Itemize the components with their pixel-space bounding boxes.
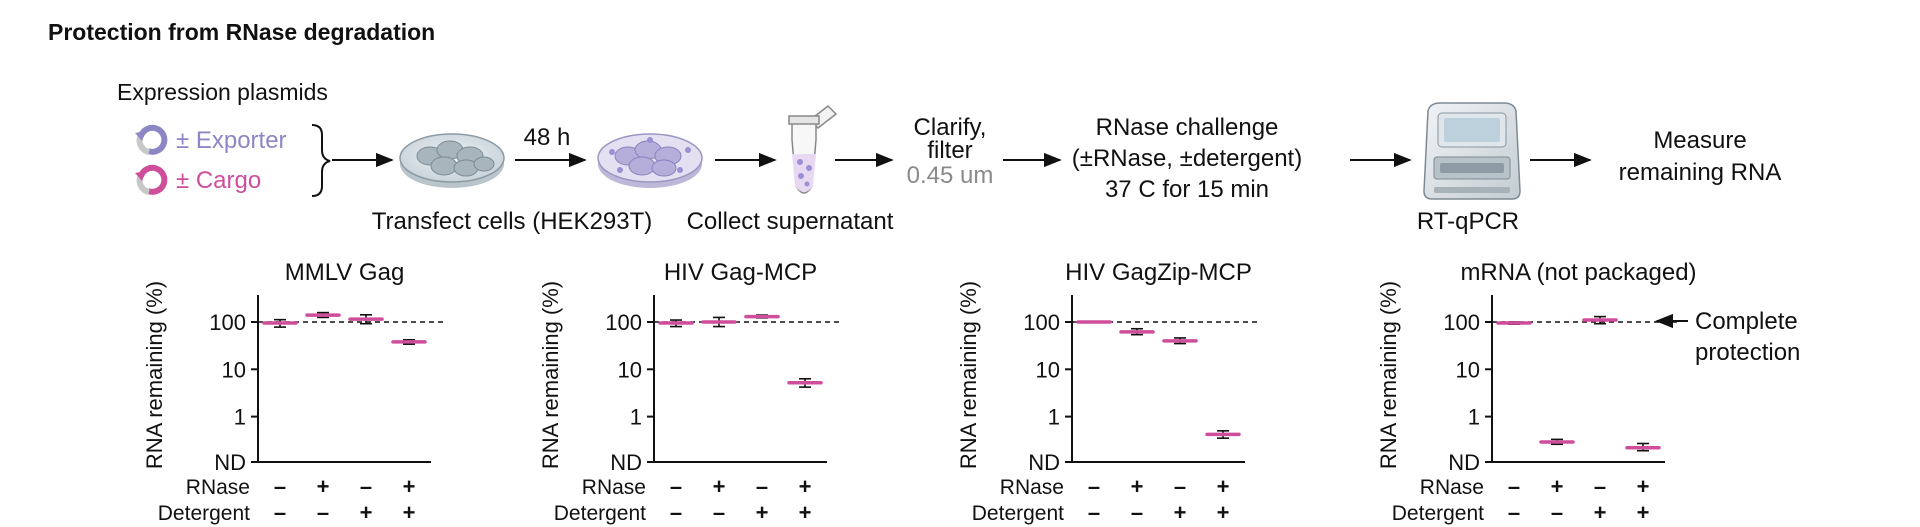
microcentrifuge-tube-icon: [788, 105, 838, 194]
chart-panel: mRNA (not packaged) RNA remaining (%) 100 1…: [1376, 259, 1697, 525]
y-axis-label: RNA remaining (%): [142, 281, 167, 469]
rnase-sign: –: [360, 474, 372, 499]
condition-row-label: RNase: [186, 476, 250, 499]
rnase-sign: +: [1551, 474, 1564, 499]
complete-protection-annotation: Complete protection: [1655, 308, 1800, 366]
plasmids-header: Expression plasmids: [117, 79, 328, 105]
detergent-sign: –: [1551, 500, 1563, 525]
transfect-caption: Transfect cells (HEK293T): [372, 208, 653, 235]
circular-arrow-icon: [135, 164, 168, 195]
y-tick-label: 1: [234, 405, 246, 430]
time-label: 48 h: [524, 124, 571, 151]
detergent-sign: –: [1131, 500, 1143, 525]
rnase-sign: +: [317, 474, 330, 499]
challenge-line1: RNase challenge: [1096, 114, 1279, 141]
detergent-sign: –: [670, 500, 682, 525]
y-tick-label: ND: [1448, 450, 1480, 475]
y-tick-label: 10: [618, 357, 642, 382]
condition-row-label: RNase: [1000, 476, 1064, 499]
detergent-sign: –: [274, 500, 286, 525]
challenge-line3: 37 C for 15 min: [1105, 176, 1269, 203]
y-tick-label: ND: [1028, 450, 1060, 475]
rnase-sign: –: [1174, 474, 1186, 499]
collect-caption: Collect supernatant: [687, 208, 894, 235]
annotation-line2: protection: [1695, 339, 1800, 366]
y-axis-label: RNA remaining (%): [956, 281, 981, 469]
y-tick-label: 10: [1456, 357, 1480, 382]
workflow: Expression plasmids ± Exporter ± Cargo: [117, 79, 1781, 235]
y-tick-label: ND: [610, 450, 642, 475]
detergent-sign: +: [799, 500, 812, 525]
petri-dish-icon: [597, 133, 703, 188]
y-tick-label: 1: [1468, 405, 1480, 430]
detergent-sign: +: [360, 500, 373, 525]
condition-row-label: RNase: [1420, 476, 1484, 499]
brace: [311, 124, 331, 197]
chart-panel: HIV GagZip-MCP RNA remaining (%) 100 10 1 NDR…: [956, 259, 1259, 525]
y-tick-label: 100: [1443, 310, 1480, 335]
clarify-line2: filter: [927, 137, 972, 164]
rnase-sign: –: [274, 474, 286, 499]
exporter-label: ± Exporter: [176, 127, 287, 154]
detergent-sign: +: [756, 500, 769, 525]
measure-line1: Measure: [1653, 127, 1746, 154]
detergent-sign: +: [1174, 500, 1187, 525]
y-tick-label: 1: [1048, 405, 1060, 430]
y-tick-label: 100: [209, 310, 246, 335]
detergent-sign: –: [713, 500, 725, 525]
clarify-line1: Clarify,: [914, 114, 987, 141]
rnase-sign: +: [1217, 474, 1230, 499]
rnase-sign: +: [1131, 474, 1144, 499]
challenge-line2: (±RNase, ±detergent): [1072, 145, 1302, 172]
condition-row-label: RNase: [582, 476, 646, 499]
rnase-sign: +: [1637, 474, 1650, 499]
detergent-sign: +: [1637, 500, 1650, 525]
y-axis-label: RNA remaining (%): [1376, 281, 1401, 469]
condition-row-label: Detergent: [972, 502, 1064, 525]
rnase-sign: +: [799, 474, 812, 499]
detergent-sign: +: [1217, 500, 1230, 525]
condition-row-label: Detergent: [158, 502, 250, 525]
condition-row-label: Detergent: [554, 502, 646, 525]
measure-line2: remaining RNA: [1619, 159, 1782, 186]
rnase-sign: +: [403, 474, 416, 499]
rnase-sign: –: [1088, 474, 1100, 499]
rnase-sign: –: [756, 474, 768, 499]
rnase-sign: –: [670, 474, 682, 499]
rnase-sign: –: [1508, 474, 1520, 499]
rnase-sign: –: [1594, 474, 1606, 499]
cargo-label: ± Cargo: [176, 167, 261, 194]
detergent-sign: –: [1088, 500, 1100, 525]
y-tick-label: 1: [630, 405, 642, 430]
annotation-line1: Complete: [1695, 308, 1798, 335]
chart-title: mRNA (not packaged): [1460, 259, 1696, 286]
chart-panel: HIV Gag-MCP RNA remaining (%) 100 10 1 NDRNas…: [538, 259, 841, 525]
condition-row-label: Detergent: [1392, 502, 1484, 525]
y-tick-label: 10: [1036, 357, 1060, 382]
detergent-sign: +: [1594, 500, 1607, 525]
detergent-sign: +: [403, 500, 416, 525]
qpcr-instrument-icon: [1423, 102, 1521, 200]
y-tick-label: 100: [1023, 310, 1060, 335]
circular-arrow-icon: [135, 124, 168, 155]
figure-title: Protection from RNase degradation: [48, 19, 435, 45]
detergent-sign: –: [317, 500, 329, 525]
chart-title: HIV Gag-MCP: [664, 259, 817, 286]
chart-title: MMLV Gag: [285, 259, 405, 286]
y-tick-label: 100: [605, 310, 642, 335]
petri-dish-icon: [399, 133, 505, 188]
detergent-sign: –: [1508, 500, 1520, 525]
clarify-line3: 0.45 um: [907, 162, 994, 189]
y-tick-label: 10: [222, 357, 246, 382]
y-axis-label: RNA remaining (%): [538, 281, 563, 469]
chart-title: HIV GagZip-MCP: [1065, 259, 1252, 286]
rnase-sign: +: [713, 474, 726, 499]
y-tick-label: ND: [214, 450, 246, 475]
instrument-caption: RT-qPCR: [1417, 208, 1519, 235]
